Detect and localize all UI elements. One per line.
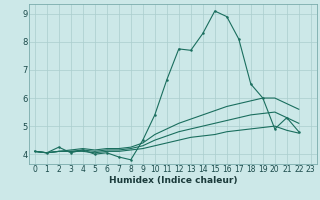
X-axis label: Humidex (Indice chaleur): Humidex (Indice chaleur) <box>108 176 237 185</box>
